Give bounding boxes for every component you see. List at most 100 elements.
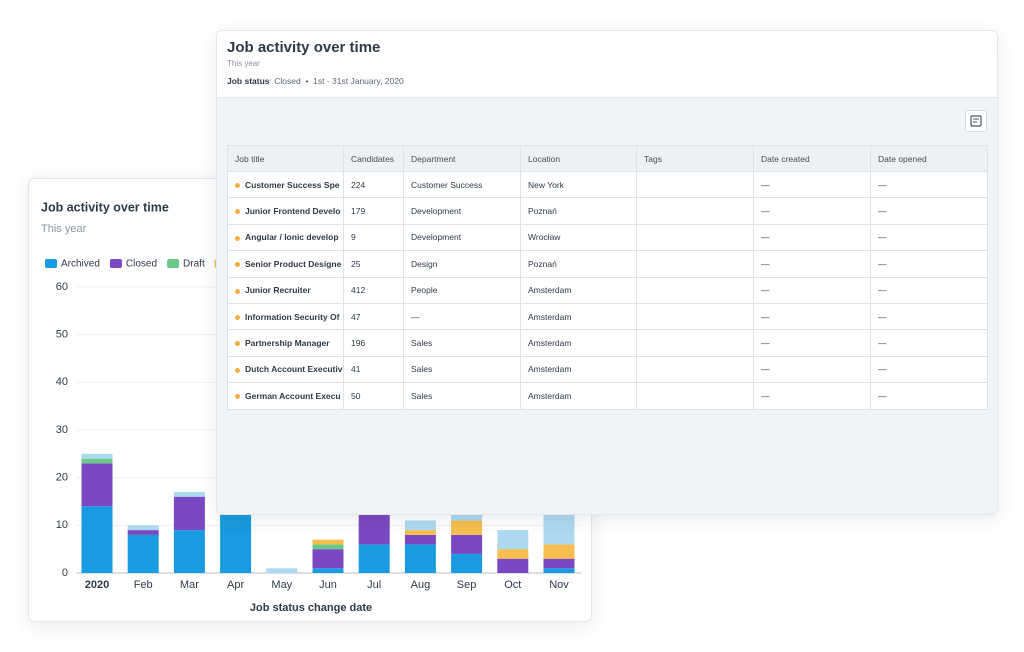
table-cell: New York	[520, 170, 637, 199]
bar-segment	[312, 539, 344, 545]
job-title-cell: Senior Product Designe	[227, 250, 344, 278]
table-cell	[636, 250, 754, 278]
table-cell: 224	[343, 170, 404, 199]
table-cell: People	[403, 276, 521, 304]
table-cell: 412	[343, 276, 404, 304]
table-cell: Poznań	[520, 197, 637, 225]
bar-segment	[173, 530, 205, 573]
legend-swatch	[45, 259, 57, 268]
table-cell: Customer Success	[403, 170, 521, 199]
x-tick-label: Jun	[319, 579, 337, 591]
table-cell: —	[870, 197, 988, 225]
table-cell: Sales	[403, 329, 521, 357]
y-tick-label: 30	[56, 424, 68, 436]
table-cell: Design	[403, 250, 521, 278]
chart: Job activity over time This year Job sta…	[41, 200, 581, 614]
card-body: Job title Candidates Department Location Tag…	[217, 98, 997, 514]
table-cell: 25	[343, 250, 404, 278]
table-row: Junior Frontend Develo 179 Development Pozn…	[227, 197, 988, 225]
job-title-cell: Junior Frontend Develo	[227, 197, 344, 225]
table-cell	[636, 302, 754, 331]
job-title-cell: German Account Execu	[227, 382, 344, 410]
table-cell	[636, 355, 754, 384]
table-cell: —	[870, 223, 988, 252]
table-cell	[636, 329, 754, 357]
bar-segment	[358, 511, 390, 545]
bar-segment	[543, 544, 575, 559]
table-cell: —	[403, 302, 521, 331]
job-title-cell: Partnership Manager	[227, 329, 344, 357]
table-cell: Amsterdam	[520, 355, 637, 384]
table-cell: —	[870, 355, 988, 384]
bar-segment	[358, 544, 390, 573]
table-cell: Sales	[403, 355, 521, 384]
column-header: Candidates	[343, 145, 404, 172]
y-tick-label: 40	[56, 376, 68, 388]
table-cell: —	[753, 329, 871, 357]
column-header: Department	[403, 145, 521, 172]
legend-label: Archived	[61, 259, 100, 270]
table-cell: —	[753, 276, 871, 304]
table-cell: Amsterdam	[520, 329, 637, 357]
table-cell: Amsterdam	[520, 276, 637, 304]
column-header: Location	[520, 145, 637, 172]
table-cell: —	[753, 382, 871, 410]
table-cell: —	[870, 250, 988, 278]
x-tick-label: Sep	[457, 579, 477, 591]
bar-segment	[543, 558, 575, 569]
table-cell: Sales	[403, 382, 521, 410]
column-header: Job title	[227, 145, 344, 172]
table-row: Information Security Of 47— Amsterdam — —	[227, 302, 988, 331]
bar-segment	[497, 530, 529, 550]
x-tick-label: Oct	[504, 579, 521, 591]
card-title: Job activity over time	[227, 39, 381, 56]
job-title-cell: Information Security Of	[227, 302, 344, 331]
table-cell: —	[870, 170, 988, 199]
bar-segment	[404, 544, 436, 573]
card-title: Job activity over time	[41, 200, 169, 214]
table-row: German Account Execu 50 Sales Amsterdam — —	[227, 382, 988, 410]
bar-segment	[404, 520, 436, 531]
bar-segment	[543, 568, 575, 573]
bar-segment	[173, 496, 205, 531]
x-axis-title: Job status change date	[250, 602, 372, 614]
bar-segment	[173, 491, 205, 497]
bar-segment	[127, 534, 159, 573]
x-tick-label: Nov	[549, 579, 569, 591]
header-row: Job title Candidates Department Location Tag…	[227, 145, 988, 172]
table-row: Partnership Manager 196 Sales Amsterdam — —	[227, 329, 988, 357]
table-cell	[636, 170, 754, 199]
filter-summary: Job status: Closed • 1st - 31st January,…	[227, 76, 987, 86]
export-button[interactable]	[965, 110, 987, 132]
table-cell	[636, 197, 754, 225]
x-tick-label: Jul	[367, 579, 381, 591]
table-cell: Development	[403, 223, 521, 252]
table-cell: —	[870, 329, 988, 357]
bar-segment	[127, 530, 159, 535]
table-row: Senior Product Designe 25 Design Poznań — —	[227, 250, 988, 278]
bar-segment	[451, 553, 483, 573]
table-row: Junior Recruiter 412 People Amsterdam — —	[227, 276, 988, 304]
table-cell: —	[870, 382, 988, 410]
table-cell: —	[870, 276, 988, 304]
separator: •	[305, 76, 309, 86]
bar-segment	[127, 525, 159, 531]
bar-segment	[220, 511, 252, 573]
y-tick-label: 20	[56, 472, 68, 484]
table-cell: —	[753, 170, 871, 199]
card-subtitle: This year	[227, 59, 260, 68]
table-cell: —	[753, 355, 871, 384]
date-range: 1st - 31st January, 2020	[313, 76, 404, 86]
legend-swatch	[109, 259, 122, 268]
table-cell: —	[753, 302, 871, 331]
bar-segment	[497, 549, 529, 559]
filter-label: Job status	[227, 76, 270, 86]
y-tick-label: 60	[56, 281, 68, 293]
card-header: Job activity over time This year Job sta…	[217, 31, 997, 98]
bar-segment	[81, 463, 113, 507]
bar-segment	[81, 453, 113, 459]
legend-label: Draft	[183, 259, 205, 270]
bar-segment	[451, 534, 483, 554]
table-row: Angular / Ionic develop 9 Development Wrocł…	[227, 223, 988, 252]
